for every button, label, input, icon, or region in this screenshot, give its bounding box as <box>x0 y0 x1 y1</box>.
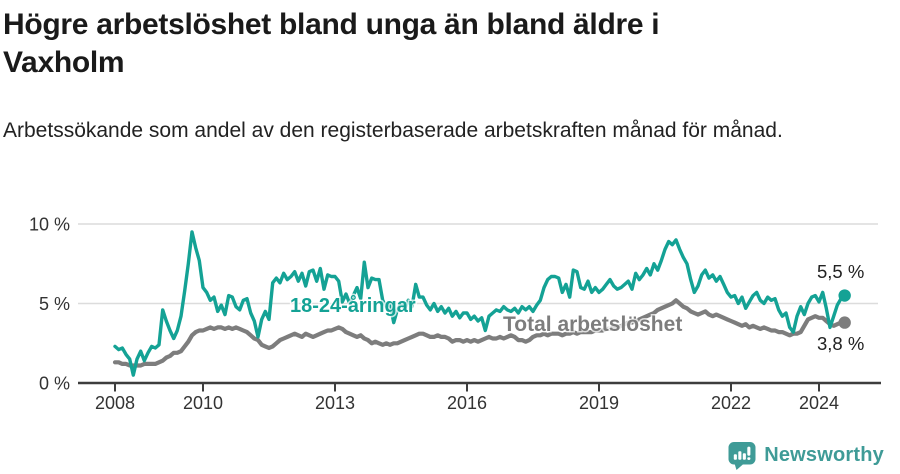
series-label-youth: 18-24-åringar <box>290 294 416 317</box>
x-tick-label: 2019 <box>579 393 619 413</box>
newsworthy-brand: Newsworthy <box>727 441 884 470</box>
newsworthy-wordmark: Newsworthy <box>764 444 884 466</box>
title-line-2: Vaxholm <box>3 46 125 79</box>
newsworthy-logo-icon <box>728 442 756 470</box>
y-tick-label: 5 % <box>39 294 70 314</box>
x-tick-label: 2022 <box>711 393 751 413</box>
x-tick-label: 2013 <box>315 393 355 413</box>
chart-subtitle: Arbetssökande som andel av den registerb… <box>3 119 783 142</box>
page-title: Högre arbetslöshet bland unga än bland ä… <box>3 6 883 82</box>
series-line-youth <box>113 230 847 377</box>
end-value-label-youth: 5,5 % <box>817 261 864 282</box>
end-value-label-total: 3,8 % <box>817 333 864 354</box>
x-tick-label: 2010 <box>183 393 223 413</box>
series-end-dot-youth <box>838 289 851 302</box>
y-tick-label: 0 % <box>39 374 70 394</box>
series-label-total: Total arbetslöshet <box>503 313 682 336</box>
series-end-dot-total <box>838 316 851 329</box>
series-line-total <box>112 298 847 368</box>
y-tick-label: 10 % <box>29 215 70 235</box>
title-line-1: Högre arbetslöshet bland unga än bland ä… <box>3 8 660 41</box>
x-tick-label: 2008 <box>95 393 135 413</box>
x-tick-label: 2024 <box>799 393 839 413</box>
x-tick-label: 2016 <box>447 393 487 413</box>
